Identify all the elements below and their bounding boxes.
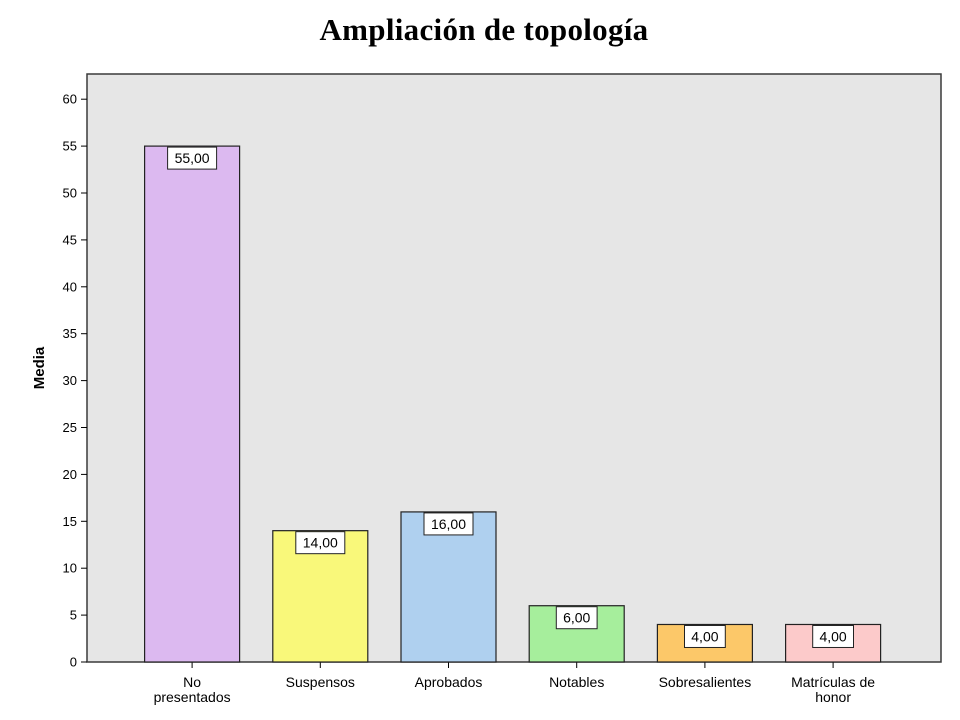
y-tick-label: 15 (63, 514, 77, 529)
y-tick-label: 25 (63, 420, 77, 435)
data-label-box (167, 146, 218, 170)
x-tick-label: Aprobados (415, 674, 483, 690)
data-label-box (423, 512, 474, 536)
y-axis: 0 5 10 15 20 25 30 35 40 45 50 55 60 (63, 92, 87, 670)
data-label-box (555, 606, 598, 630)
y-tick-label: 10 (63, 561, 77, 576)
x-tick-label: Notables (549, 674, 604, 690)
x-tick-label: No presentados (154, 674, 231, 705)
y-tick-label: 5 (70, 608, 77, 623)
data-label: 16,00 (431, 516, 466, 532)
data-labels: 55,00 14,00 16,00 6,00 4,00 4,00 (167, 146, 855, 648)
data-label-box (295, 531, 346, 555)
y-tick-label: 45 (63, 232, 77, 247)
data-label: 6,00 (563, 610, 590, 626)
x-tick-label: Matrículas de honor (791, 674, 875, 705)
chart-title: Ampliación de topología (319, 12, 649, 47)
y-tick-label: 35 (63, 326, 77, 341)
x-tick-label: Sobresalientes (659, 674, 752, 690)
data-label: 14,00 (303, 535, 338, 551)
data-label-box (812, 624, 855, 648)
y-tick-label: 30 (63, 373, 77, 388)
x-tick-label: Suspensos (286, 674, 355, 690)
bar (144, 145, 241, 663)
data-label: 4,00 (691, 628, 718, 644)
data-label-box (684, 624, 726, 648)
data-label: 4,00 (819, 628, 846, 644)
data-label: 55,00 (175, 150, 210, 166)
y-tick-label: 0 (70, 655, 77, 670)
y-tick-label: 50 (63, 186, 77, 201)
y-tick-label: 40 (63, 279, 77, 294)
bar (400, 511, 497, 663)
y-tick-label: 20 (63, 467, 77, 482)
y-tick-label: 60 (63, 92, 77, 107)
x-axis: No presentados Suspensos Aprobados Notables S… (154, 662, 875, 705)
bars (144, 145, 882, 663)
y-tick-label: 55 (63, 139, 77, 154)
y-axis-title: Media (31, 346, 48, 389)
